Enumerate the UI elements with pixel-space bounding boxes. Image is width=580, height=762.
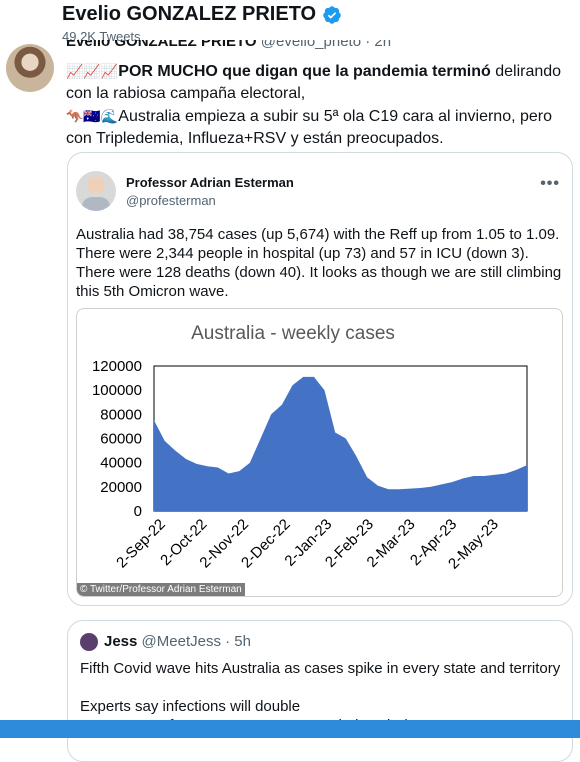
reply-author-row: Jess @MeetJess · 5h	[104, 633, 251, 650]
profile-header: Evelio GONZALEZ PRIETO 49.2K Tweets	[0, 0, 580, 48]
tweet-text-line2: Australia empieza a subir su 5ª ola C19 …	[66, 108, 552, 147]
chart-title: Australia - weekly cases	[191, 323, 395, 344]
y-tick-label: 20000	[100, 479, 142, 496]
quoted-avatar[interactable]	[76, 171, 116, 211]
tweet-author-handle[interactable]: @evelio_prieto · 2h	[260, 40, 392, 50]
image-credit: © Twitter/Professor Adrian Esterman	[77, 583, 245, 596]
quoted-author-name[interactable]: Professor Adrian Esterman	[126, 175, 294, 190]
kangaroo-flag-wave-icon: 🦘🇦🇺🌊	[66, 108, 119, 124]
profile-name-row: Evelio GONZALEZ PRIETO	[62, 3, 342, 26]
reply-author-handle[interactable]: @MeetJess · 5h	[141, 633, 251, 650]
avatar[interactable]	[6, 44, 54, 92]
quoted-text-body: Australia had 38,754 cases (up 5,674) wi…	[76, 226, 562, 300]
tweet-text-bold: POR MUCHO que digan que la pandemia term…	[118, 63, 491, 80]
tweet-author-row: Evelio GONZALEZ PRIETO @evelio_prieto · …	[66, 40, 536, 54]
tweet-author-name[interactable]: Evelio GONZALEZ PRIETO	[66, 40, 257, 50]
chart-increasing-icon: 📈📈📈	[66, 63, 119, 79]
x-tick-label: 2-Sep-22	[113, 516, 169, 572]
quoted-tweet[interactable]: Professor Adrian Esterman @profesterman …	[67, 152, 573, 606]
verified-badge-icon	[323, 5, 341, 24]
more-options-icon[interactable]: •••	[540, 175, 560, 192]
chart-image[interactable]: Australia - weekly cases 0 20000 40000 60000…	[76, 308, 563, 597]
tweet-text: 📈📈📈POR MUCHO que digan que la pandemia t…	[66, 60, 566, 150]
reply-line1: Fifth Covid wave hits Australia as cases…	[80, 660, 561, 677]
reply-avatar[interactable]	[80, 633, 98, 651]
y-tick-label: 60000	[100, 431, 142, 448]
embedded-reply-tweet[interactable]: Jess @MeetJess · 5h Fifth Covid wave hit…	[67, 620, 573, 762]
tweet-text-line1: delirando con la rabiosa campaña elector…	[66, 63, 562, 102]
quoted-text: Australia had 38,754 cases (up 5,674) wi…	[76, 225, 566, 301]
y-tick-label: 100000	[92, 382, 142, 399]
weekly-cases-chart: Australia - weekly cases 0 20000 40000 60000…	[92, 323, 528, 573]
profile-name: Evelio GONZALEZ PRIETO	[62, 3, 317, 25]
reply-author-name[interactable]: Jess	[104, 633, 138, 650]
bottom-bar	[0, 720, 580, 738]
weekly-cases-area	[154, 376, 527, 511]
y-tick-label: 0	[134, 503, 142, 520]
y-tick-label: 80000	[100, 406, 142, 423]
quoted-author-handle[interactable]: @profesterman	[126, 193, 216, 208]
reply-line2: Experts say infections will double	[80, 698, 301, 715]
y-tick-label: 40000	[100, 455, 142, 472]
tweets-count: 49.2K Tweets	[62, 29, 141, 44]
y-tick-label: 120000	[92, 358, 142, 375]
